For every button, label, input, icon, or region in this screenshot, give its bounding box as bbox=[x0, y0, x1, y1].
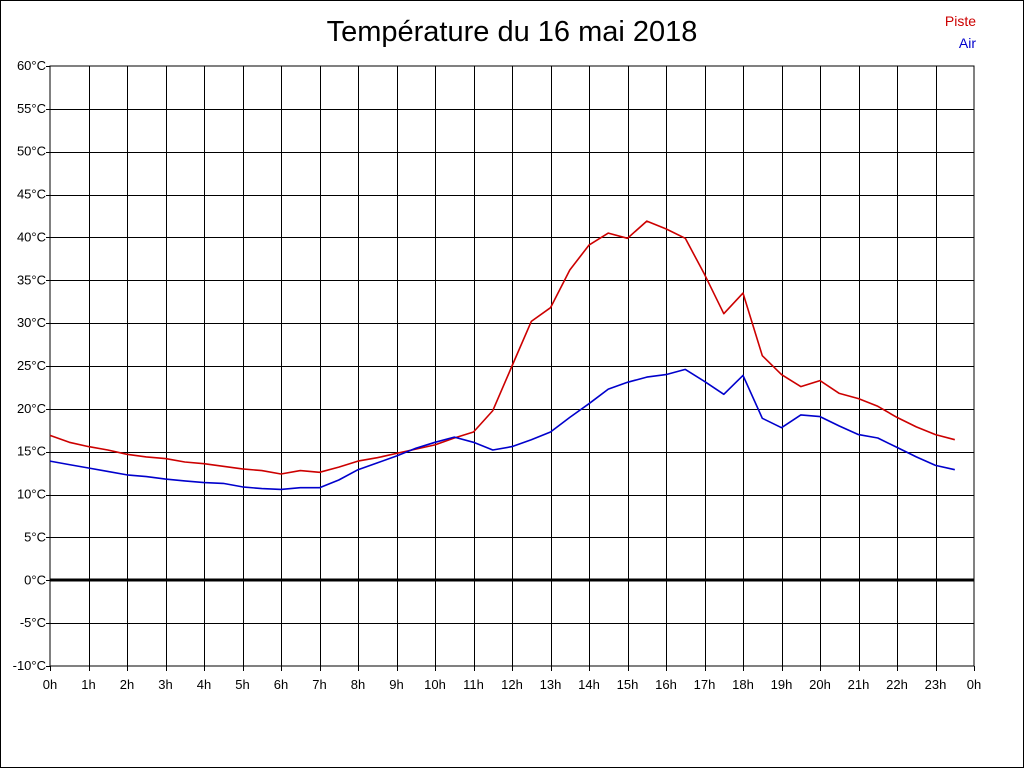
y-tick-label: 10°C bbox=[17, 487, 46, 502]
x-tick-label: 8h bbox=[351, 677, 365, 692]
x-tick-label: 22h bbox=[886, 677, 908, 692]
y-tick-label: 20°C bbox=[17, 401, 46, 416]
x-tick-label: 14h bbox=[578, 677, 600, 692]
y-tick-label: 15°C bbox=[17, 444, 46, 459]
chart-title: Température du 16 mai 2018 bbox=[326, 16, 698, 48]
series-line-air bbox=[49, 368, 955, 491]
x-tick-label: 0h bbox=[43, 677, 57, 692]
x-tick-label: 10h bbox=[424, 677, 446, 692]
legend-air: Air bbox=[958, 35, 976, 51]
x-tick-label: 1h bbox=[81, 677, 95, 692]
x-tick-label: 2h bbox=[120, 677, 134, 692]
x-tick-label: 18h bbox=[732, 677, 754, 692]
x-tick-label: 12h bbox=[501, 677, 523, 692]
x-tick-label: 3h bbox=[158, 677, 172, 692]
y-tick-label: 0°C bbox=[24, 572, 46, 587]
x-tick-label: 16h bbox=[655, 677, 677, 692]
x-tick-label: 11h bbox=[463, 677, 484, 692]
x-tick-label: 5h bbox=[235, 677, 249, 692]
x-tick-label: 15h bbox=[617, 677, 639, 692]
y-tick-label: 60°C bbox=[17, 58, 46, 73]
x-tick-label: 23h bbox=[925, 677, 947, 692]
y-tick-label: 55°C bbox=[17, 101, 46, 116]
x-tick-label: 4h bbox=[197, 677, 211, 692]
y-tick-label: 5°C bbox=[24, 529, 46, 544]
x-tick-label: 20h bbox=[809, 677, 831, 692]
series-line-piste bbox=[49, 220, 956, 475]
x-tick-label: 13h bbox=[540, 677, 562, 692]
x-tick-label: 21h bbox=[848, 677, 870, 692]
x-tick-label: 6h bbox=[274, 677, 288, 692]
x-tick-label: 19h bbox=[771, 677, 793, 692]
x-tick-label: 17h bbox=[694, 677, 716, 692]
y-tick-label: -5°C bbox=[20, 615, 46, 630]
legend-piste: Piste bbox=[944, 13, 976, 29]
y-tick-label: 50°C bbox=[17, 144, 46, 159]
x-tick-label: 0h bbox=[967, 677, 981, 692]
y-tick-label: 40°C bbox=[17, 229, 46, 244]
x-tick-label: 9h bbox=[389, 677, 403, 692]
y-tick-label: 30°C bbox=[17, 315, 46, 330]
x-tick-label: 7h bbox=[312, 677, 326, 692]
y-tick-label: 35°C bbox=[17, 272, 46, 287]
y-tick-label: -10°C bbox=[13, 658, 46, 673]
y-tick-label: 45°C bbox=[17, 187, 46, 202]
y-tick-label: 25°C bbox=[17, 358, 46, 373]
